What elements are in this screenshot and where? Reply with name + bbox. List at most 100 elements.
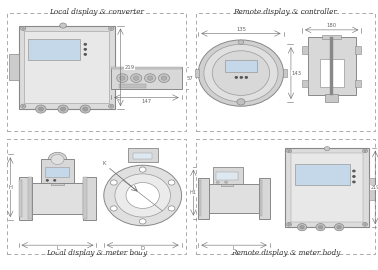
Text: Local display & converter: Local display & converter [49,8,144,16]
Bar [9,54,19,80]
Circle shape [139,167,146,172]
Circle shape [60,107,66,111]
Bar [222,183,232,186]
Circle shape [115,174,170,217]
Text: 147: 147 [141,99,152,104]
Text: 180: 180 [327,23,337,28]
Text: 143: 143 [291,70,302,76]
Bar [302,80,308,87]
Circle shape [198,40,284,106]
Bar [198,178,209,218]
Circle shape [240,76,243,78]
Circle shape [335,224,344,231]
Circle shape [238,40,244,44]
Circle shape [126,183,160,208]
Bar [283,69,287,77]
Text: L: L [232,246,235,251]
Text: K: K [103,161,107,166]
Circle shape [108,104,114,108]
Bar [45,167,69,177]
Bar [19,177,32,220]
Bar [308,37,356,95]
Circle shape [225,181,228,183]
Bar [28,39,80,60]
Text: D: D [141,246,145,251]
Circle shape [204,44,278,102]
Bar [32,183,84,214]
Bar [133,153,152,160]
Text: H1: H1 [190,190,197,195]
Circle shape [21,104,26,108]
Circle shape [84,53,87,55]
Circle shape [158,74,170,82]
Bar [322,35,341,39]
Bar [208,184,259,213]
Bar [213,167,243,184]
Bar [19,26,115,109]
Circle shape [46,180,48,181]
Circle shape [38,107,43,111]
Bar [330,37,333,95]
Circle shape [363,149,367,153]
Bar [111,67,181,69]
Circle shape [363,222,367,226]
Bar [295,164,350,185]
Circle shape [353,176,355,177]
Bar [111,67,181,89]
Bar [355,80,361,87]
Text: Local display & meter body: Local display & meter body [46,249,147,257]
Bar [119,84,146,88]
Bar [285,148,369,227]
Circle shape [168,206,175,211]
Circle shape [117,74,128,82]
Circle shape [133,76,139,80]
Circle shape [22,105,24,107]
Bar [28,177,32,219]
Circle shape [364,150,366,152]
Circle shape [84,48,87,50]
Circle shape [58,105,68,113]
Bar [325,94,338,102]
Circle shape [353,170,355,172]
Bar [83,180,86,217]
Bar [195,139,375,254]
Bar [320,59,344,87]
Circle shape [139,219,146,224]
Bar [41,160,74,183]
Circle shape [337,225,341,229]
Circle shape [80,105,90,113]
Circle shape [110,28,112,29]
Circle shape [287,149,291,153]
Bar [199,180,201,216]
Text: Remote display & meter body: Remote display & meter body [231,249,340,257]
Circle shape [318,225,323,229]
Circle shape [110,206,117,211]
Text: H: H [8,185,12,190]
Circle shape [144,74,156,82]
Circle shape [168,180,175,185]
Circle shape [110,180,117,185]
Circle shape [288,150,290,152]
Bar [51,182,64,185]
Circle shape [364,223,366,225]
Circle shape [51,154,64,164]
Circle shape [84,43,87,45]
Circle shape [60,23,67,28]
Circle shape [297,224,307,231]
Bar [302,46,308,54]
Bar [6,139,186,254]
Bar [216,173,238,180]
Circle shape [119,76,125,80]
Text: 57: 57 [187,76,193,81]
Circle shape [161,76,167,80]
Circle shape [245,76,248,78]
Circle shape [22,28,24,29]
Bar [260,180,262,216]
Bar [84,177,87,219]
Bar [128,148,158,162]
Circle shape [36,105,46,113]
Circle shape [108,26,114,31]
Text: L: L [56,246,59,251]
Circle shape [104,165,181,226]
Text: 219: 219 [125,65,135,70]
